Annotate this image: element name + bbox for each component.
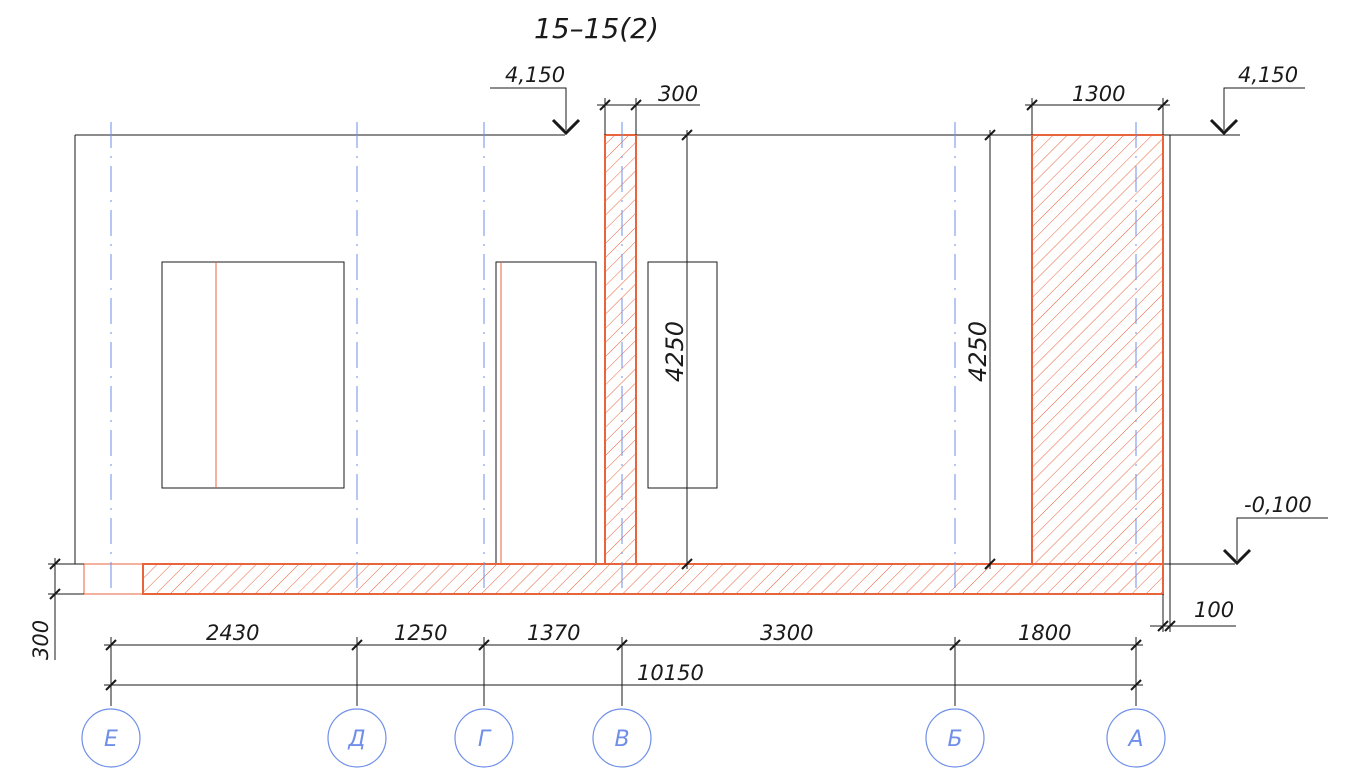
- dim-wall-width-right: [1025, 98, 1170, 135]
- level-label-top-left: 4,150: [505, 63, 565, 87]
- axis-label-g: Г: [478, 727, 492, 752]
- dim-label-span-4: 3300: [760, 621, 813, 645]
- axis-label-v: В: [614, 727, 629, 752]
- openings: [161, 261, 718, 565]
- level-marker-bottom-right: [1222, 517, 1328, 566]
- dim-label-wall-width-right: 1300: [1072, 82, 1125, 106]
- axis-bubbles: [81, 708, 1166, 768]
- dim-label-span-5: 1800: [1018, 621, 1071, 645]
- dim-label-span-2: 1250: [394, 621, 447, 645]
- axis-bubble-a: [1106, 708, 1166, 768]
- axis-label-d: Д: [347, 727, 365, 752]
- door-opening: [495, 261, 597, 565]
- axis-label-b: Б: [947, 727, 962, 752]
- axis-bubble-b: [925, 708, 985, 768]
- dim-label-span-1: 2430: [206, 621, 259, 645]
- axis-label-e: Е: [104, 727, 118, 752]
- axis-bubble-v: [592, 708, 652, 768]
- dim-slab-thickness: [48, 558, 84, 660]
- dim-height-right: [984, 129, 996, 570]
- dim-label-offset: 100: [1194, 598, 1234, 622]
- wall-section-middle: [604, 134, 637, 565]
- level-marker-top-right: [1209, 87, 1305, 136]
- axis-bubble-g: [454, 708, 514, 768]
- slab-edge-left: [83, 563, 144, 595]
- dim-wall-thickness: [597, 98, 700, 135]
- axis-lines: [110, 122, 1137, 592]
- dim-label-span-3: 1370: [527, 621, 580, 645]
- dim-height-middle: [681, 129, 693, 570]
- section-title: 15–15(2): [534, 12, 659, 45]
- dim-label-total: 10150: [637, 661, 704, 685]
- dim-offset: [1150, 564, 1236, 632]
- dim-label-slab-thickness: 300: [29, 620, 53, 660]
- level-label-bottom-right: -0,100: [1244, 493, 1312, 517]
- dim-chain-spans: [104, 637, 1143, 706]
- level-marker-top-left: [490, 87, 581, 136]
- wall-section-right: [1031, 134, 1164, 565]
- dim-label-wall-thickness: 300: [658, 82, 698, 106]
- dim-label-height-right: 4250: [964, 321, 992, 382]
- window-right: [647, 261, 718, 489]
- dim-label-height-middle: 4250: [661, 321, 689, 382]
- axis-label-a: А: [1126, 727, 1143, 752]
- axis-bubble-d: [327, 708, 387, 768]
- level-label-top-right: 4,150: [1238, 63, 1298, 87]
- slab-section: [142, 563, 1164, 595]
- window-left: [161, 261, 345, 489]
- axis-bubble-e: [81, 708, 141, 768]
- section-cuts: [83, 134, 1164, 595]
